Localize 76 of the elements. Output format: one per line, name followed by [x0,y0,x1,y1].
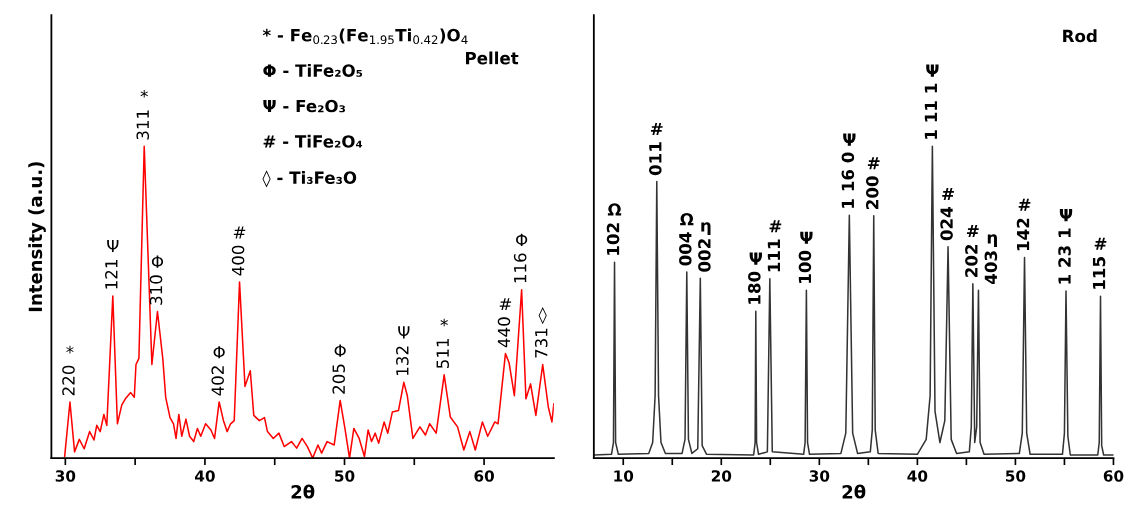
text: Ψ [843,133,856,146]
x-tick-label: 30 [809,470,830,482]
annotation: Ω [607,203,622,216]
annotation: # [942,187,954,200]
annotation: 1 16 0 [841,152,855,208]
annotation: # [867,157,880,170]
annotation: 731 [534,328,548,358]
annotation: 400 [231,245,245,276]
annotation: 116 [513,253,527,283]
annotation: ◊ - Ti₃Fe₃O [262,170,357,188]
text: Ψ [926,64,939,77]
annotation: 100 [798,250,812,283]
annotation: 1 23 1 [1058,228,1071,284]
text: Φ - TiFe₂O₅ [263,63,363,77]
annotation: ◊ [538,306,547,325]
annotation: 202 [965,244,978,277]
annotation: Ψ [749,252,762,265]
x-axis-title: 2θ [291,484,315,499]
annotation: Φ [213,346,225,359]
annotation: # [1018,198,1031,211]
chart-title: Pellet [466,51,519,65]
y-axis-title: Intensity (a.u.) [28,162,46,312]
annotation: 180 [748,271,761,304]
annotation: 205 [332,364,346,394]
annotation: 011 [649,142,662,176]
annotation: 220 [62,365,75,396]
annotation: * [440,318,448,327]
text: * [140,89,148,98]
text: * - Fe$_{0.23}$(Fe$_{1.95}$Ti$_{0.42}$)O$_{4}$ [262,28,468,45]
annotation: 311 [136,110,150,140]
annotation: 111 [767,239,780,272]
annotation: * [66,345,74,354]
annotation: 440 [497,317,511,348]
annotation: # [1094,237,1107,250]
annotation: 002 [698,239,711,272]
annotation: Φ [151,255,164,268]
annotation: 102 [606,223,620,255]
annotation: # [967,225,979,237]
annotation: Φ [334,344,346,357]
annotation: η [987,234,997,248]
annotation: Ψ [398,326,410,339]
x-tick-label: 10 [614,470,634,482]
annotation: # - TiFe₂O₄ [263,134,363,148]
x-tick-label: 50 [335,470,355,482]
text: Ψ - Fe₂O₃ [263,99,345,113]
annotation: # [233,226,246,239]
annotation: Ψ [1059,209,1073,222]
annotation: η [701,222,711,235]
annotation: 200 [865,176,879,209]
x-tick-label: 20 [711,470,732,482]
x-tick-label: 30 [55,470,76,482]
x-tick-label: 60 [1103,470,1124,482]
x-tick-label: 40 [194,470,215,482]
annotation: 310 [149,275,163,305]
annotation: 511 [436,339,449,368]
annotation: 115 [1092,257,1106,289]
annotation: # [769,220,782,233]
text: # [650,123,663,135]
annotation: Ψ [800,231,813,244]
annotation: 121 [105,260,118,289]
x-axis-title: 2θ [842,484,866,499]
annotation: 142 [1016,218,1030,251]
annotation: # [499,298,512,311]
annotation: 024 [940,207,953,241]
annotation: Φ [516,233,528,246]
x-tick-label: 50 [1005,470,1026,482]
annotation: 1 11 1 [924,83,937,139]
annotation: 132 [396,346,409,375]
annotation: 403 [984,251,998,285]
chart-title: Rod [1063,29,1097,43]
annotation: Ψ [107,239,119,253]
annotation: 402 [211,366,224,396]
x-tick-label: 40 [907,470,928,482]
annotation: Ω [680,212,694,226]
x-tick-label: 60 [474,470,494,482]
annotation: 004 [679,232,692,266]
